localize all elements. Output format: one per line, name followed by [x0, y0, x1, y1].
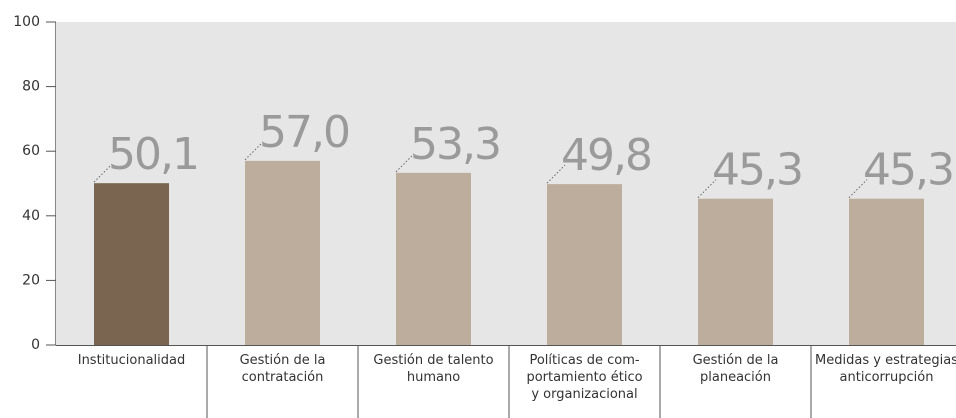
leader-line [848, 179, 868, 199]
x-tick-label: Gestión de talento humano [373, 353, 494, 385]
value-label: 45,3 [712, 145, 802, 196]
y-tick-label: 80 [22, 79, 40, 95]
leader-line [697, 179, 717, 199]
bar [396, 172, 471, 345]
y-tick-label: 0 [31, 337, 40, 353]
value-label: 53,3 [410, 119, 500, 170]
x-tick-label: Gestión de la planeación [692, 353, 779, 385]
leader-line [546, 164, 566, 184]
y-tick-label: 60 [22, 143, 40, 159]
plot-background [56, 22, 956, 345]
bar [698, 198, 773, 345]
x-tick-label: Políticas de com- portamiento ético y or… [526, 353, 643, 402]
bar [849, 198, 924, 345]
bar [94, 183, 169, 345]
x-tick-label: Medidas y estrategias anticorrupción [815, 353, 956, 385]
leader-line [93, 163, 113, 183]
y-tick-label: 20 [22, 272, 40, 288]
x-tick-label: Institucionalidad [77, 353, 186, 368]
leader-line [244, 141, 264, 161]
y-tick-label: 100 [13, 14, 40, 30]
x-tick-label: Gestión de la contratación [239, 353, 326, 385]
value-label: 57,0 [259, 107, 349, 158]
value-label: 49,8 [561, 130, 651, 181]
value-label: 50,1 [108, 129, 198, 180]
leader-line [395, 153, 415, 173]
value-label: 45,3 [863, 145, 953, 196]
y-tick-label: 40 [22, 208, 40, 224]
bar [547, 184, 622, 345]
bar [245, 160, 320, 345]
